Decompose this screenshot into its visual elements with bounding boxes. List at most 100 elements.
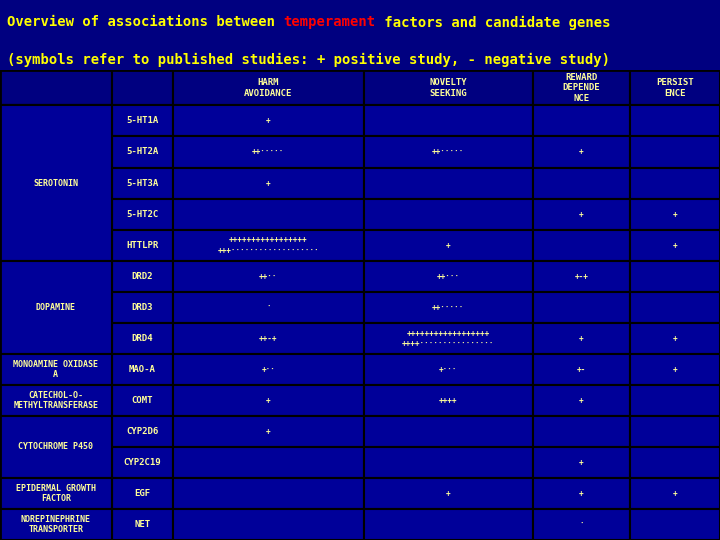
Text: +: + <box>579 334 584 343</box>
Text: 5-HT1A: 5-HT1A <box>126 117 158 125</box>
Bar <box>173 199 364 230</box>
Text: MAO-A: MAO-A <box>129 365 156 374</box>
Bar <box>630 354 720 385</box>
Bar <box>173 385 364 416</box>
Text: DOPAMINE: DOPAMINE <box>36 303 76 312</box>
Bar <box>630 478 720 509</box>
Text: DRD2: DRD2 <box>132 272 153 281</box>
Bar <box>173 261 364 292</box>
Bar <box>533 323 630 354</box>
Bar <box>533 167 630 199</box>
Text: +: + <box>266 117 271 125</box>
Bar <box>173 137 364 167</box>
Bar <box>173 167 364 199</box>
Text: CYTOCHROME P450: CYTOCHROME P450 <box>18 442 94 451</box>
Text: +-+: +-+ <box>575 272 588 281</box>
Bar <box>173 230 364 261</box>
Bar <box>364 167 533 199</box>
Bar <box>630 385 720 416</box>
Text: REWARD
DEPENDE
NCE: REWARD DEPENDE NCE <box>562 73 600 103</box>
Bar <box>364 323 533 354</box>
Text: ·: · <box>266 303 271 312</box>
Bar <box>364 509 533 540</box>
Bar <box>364 354 533 385</box>
Text: +: + <box>672 210 678 219</box>
Bar <box>0 478 112 509</box>
Bar <box>533 447 630 478</box>
Text: COMT: COMT <box>132 396 153 405</box>
Bar <box>0 105 112 137</box>
Text: SEROTONIN: SEROTONIN <box>33 179 78 187</box>
Bar <box>364 137 533 167</box>
Bar <box>112 261 173 292</box>
Text: CYP2C19: CYP2C19 <box>123 458 161 467</box>
Bar <box>0 261 112 292</box>
Text: +: + <box>446 489 451 498</box>
Text: +++++++++++++++++
+++···················: +++++++++++++++++ +++··················· <box>217 235 319 255</box>
Text: 5-HT3A: 5-HT3A <box>126 179 158 187</box>
Text: CYP2D6: CYP2D6 <box>126 427 158 436</box>
Text: MONOAMINE OXIDASE
A: MONOAMINE OXIDASE A <box>13 360 99 379</box>
Bar <box>173 354 364 385</box>
Bar <box>112 323 173 354</box>
Text: NOREPINEPHRINE
TRANSPORTER: NOREPINEPHRINE TRANSPORTER <box>21 515 91 534</box>
Bar <box>173 292 364 323</box>
Text: temperament: temperament <box>284 16 376 30</box>
Bar <box>0 385 112 416</box>
Bar <box>173 478 364 509</box>
Bar <box>112 385 173 416</box>
Text: +: + <box>579 458 584 467</box>
Bar <box>0 70 112 105</box>
Bar <box>112 292 173 323</box>
Text: +: + <box>672 241 678 249</box>
Text: ++·····: ++····· <box>252 147 284 157</box>
Text: ·: · <box>579 520 584 529</box>
Text: 5-HT2C: 5-HT2C <box>126 210 158 219</box>
Bar <box>0 509 112 540</box>
Bar <box>630 137 720 167</box>
Bar <box>112 230 173 261</box>
Bar <box>0 230 112 261</box>
Bar <box>112 137 173 167</box>
Bar <box>0 447 112 478</box>
Bar <box>112 509 173 540</box>
Text: factors and candidate genes: factors and candidate genes <box>376 16 611 30</box>
Text: ++++++++++++++++++
++++················: ++++++++++++++++++ ++++················ <box>402 328 495 348</box>
Bar <box>630 509 720 540</box>
Text: +: + <box>579 210 584 219</box>
Bar <box>630 323 720 354</box>
Text: CATECHOL-O-
METHYLTRANSFERASE: CATECHOL-O- METHYLTRANSFERASE <box>13 390 99 410</box>
Text: ++++: ++++ <box>439 396 457 405</box>
Bar <box>364 478 533 509</box>
Text: (symbols refer to published studies: + positive study, - negative study): (symbols refer to published studies: + p… <box>7 52 611 67</box>
Bar <box>0 478 112 509</box>
Bar <box>173 105 364 137</box>
Bar <box>630 230 720 261</box>
Bar <box>0 385 112 416</box>
Text: +···: +··· <box>439 365 457 374</box>
Bar <box>533 199 630 230</box>
Text: +: + <box>266 179 271 187</box>
Bar <box>173 447 364 478</box>
Bar <box>533 416 630 447</box>
Text: +: + <box>579 396 584 405</box>
Bar <box>0 354 112 385</box>
Bar <box>173 323 364 354</box>
Text: DRD3: DRD3 <box>132 303 153 312</box>
Bar <box>533 105 630 137</box>
Text: Overview of associations between: Overview of associations between <box>7 16 284 30</box>
Bar <box>173 70 364 105</box>
Bar <box>112 199 173 230</box>
Bar <box>112 416 173 447</box>
Bar <box>364 199 533 230</box>
Bar <box>533 385 630 416</box>
Text: EPIDERMAL GROWTH
FACTOR: EPIDERMAL GROWTH FACTOR <box>16 484 96 503</box>
Bar <box>112 354 173 385</box>
Bar <box>364 416 533 447</box>
Text: PERSIST
ENCE: PERSIST ENCE <box>656 78 694 98</box>
Bar <box>112 478 173 509</box>
Bar <box>173 509 364 540</box>
Bar <box>0 416 112 447</box>
Text: DRD4: DRD4 <box>132 334 153 343</box>
Text: ++··: ++·· <box>259 272 277 281</box>
